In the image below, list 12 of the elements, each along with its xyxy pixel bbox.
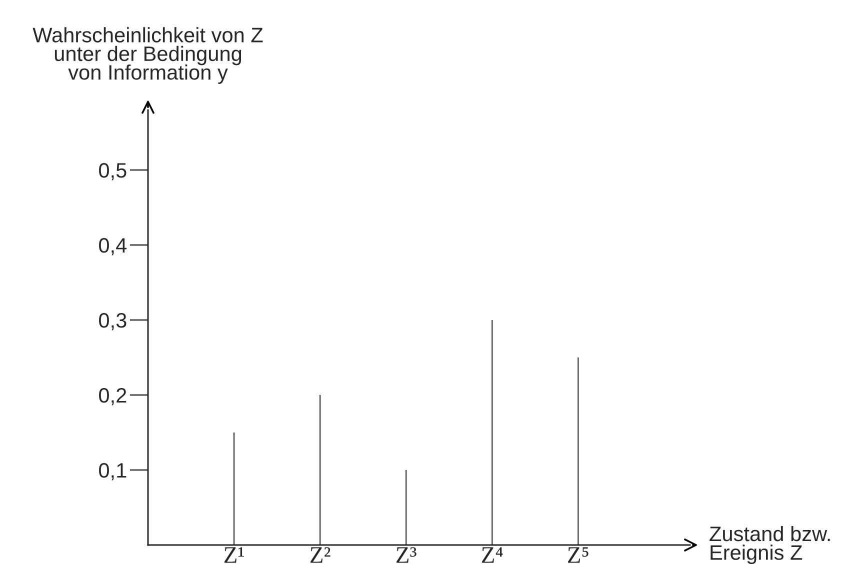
x-tick-label: Z⁴: [482, 547, 503, 563]
x-axis-title: Zustand bzw. Ereignis Z: [710, 526, 830, 564]
x-tick-label: Z¹: [224, 547, 244, 563]
y-tick-label: 0,2: [99, 388, 126, 406]
y-tick-label: 0,5: [99, 163, 126, 180]
x-tick-label: Z²: [310, 547, 330, 563]
y-tick-label: 0,4: [99, 238, 127, 256]
x-tick-label: Z⁵: [568, 547, 588, 563]
y-axis-title: Wahrscheinlichkeit von Z unter der Bedingung von Information y: [32, 27, 263, 84]
y-tick-label: 0,3: [99, 313, 126, 330]
x-tick-label: Z³: [396, 547, 416, 563]
y-tick-label: 0,1: [99, 463, 126, 480]
